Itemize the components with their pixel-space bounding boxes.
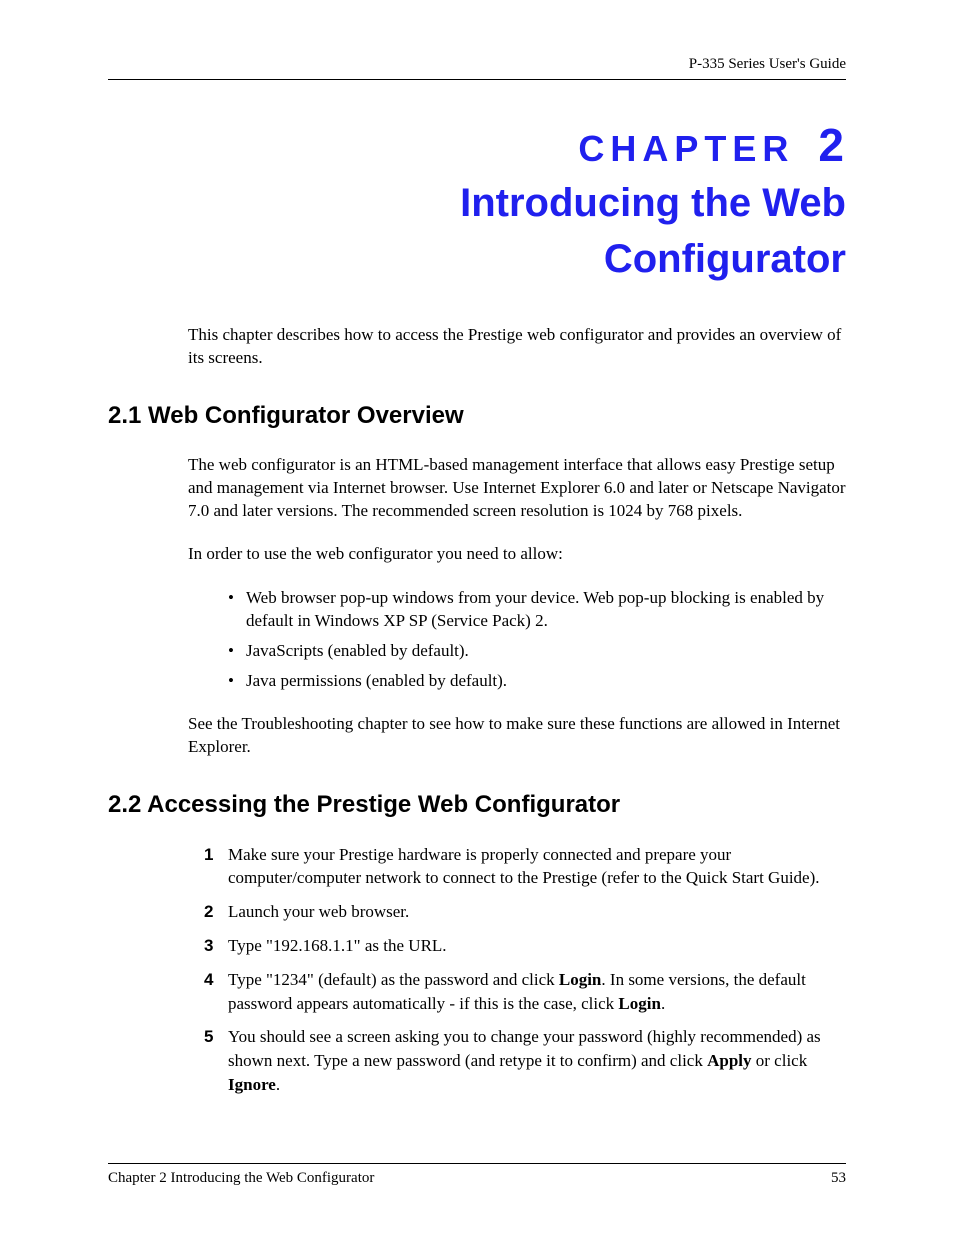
bold-ignore: Ignore	[228, 1075, 276, 1094]
section-2-2-steps: 1 Make sure your Prestige hardware is pr…	[204, 843, 846, 1097]
page-footer: Chapter 2 Introducing the Web Configurat…	[108, 1163, 846, 1187]
chapter-heading-block: CHAPTER 2 Introducing the Web Configurat…	[108, 118, 846, 284]
bold-apply: Apply	[707, 1051, 751, 1070]
page-header: P-335 Series User's Guide	[108, 56, 846, 80]
bold-login-2: Login	[618, 994, 661, 1013]
section-2-1-p1: The web configurator is an HTML-based ma…	[188, 454, 846, 523]
chapter-label: CHAPTER	[578, 128, 794, 169]
step-number: 1	[204, 843, 213, 867]
list-item: Java permissions (enabled by default).	[228, 669, 846, 693]
step-number: 2	[204, 900, 213, 924]
step-number: 5	[204, 1025, 213, 1049]
step-item: 2 Launch your web browser.	[204, 900, 846, 924]
step-text: Type "192.168.1.1" as the URL.	[228, 936, 447, 955]
step-text: or click	[752, 1051, 808, 1070]
footer-left: Chapter 2 Introducing the Web Configurat…	[108, 1170, 374, 1187]
chapter-intro: This chapter describes how to access the…	[188, 324, 846, 370]
step-text: Launch your web browser.	[228, 902, 409, 921]
step-item: 3 Type "192.168.1.1" as the URL.	[204, 934, 846, 958]
doc-title: P-335 Series User's Guide	[689, 56, 846, 72]
step-item: 5 You should see a screen asking you to …	[204, 1025, 846, 1096]
step-number: 3	[204, 934, 213, 958]
step-text: Type "1234" (default) as the password an…	[228, 970, 559, 989]
step-text: .	[661, 994, 665, 1013]
chapter-number: 2	[818, 119, 846, 171]
page-number: 53	[831, 1170, 846, 1187]
page-content: P-335 Series User's Guide CHAPTER 2 Intr…	[0, 0, 954, 1157]
chapter-title-line1: Introducing the Web	[188, 178, 846, 228]
section-2-1-bullets: Web browser pop-up windows from your dev…	[228, 586, 846, 693]
list-item: Web browser pop-up windows from your dev…	[228, 586, 846, 634]
step-number: 4	[204, 968, 213, 992]
step-text: Make sure your Prestige hardware is prop…	[228, 845, 820, 888]
section-2-2-heading: 2.2 Accessing the Prestige Web Configura…	[108, 791, 846, 819]
section-2-1-heading: 2.1 Web Configurator Overview	[108, 402, 846, 430]
chapter-label-row: CHAPTER 2	[188, 118, 846, 172]
chapter-title-line2: Configurator	[188, 234, 846, 284]
step-item: 1 Make sure your Prestige hardware is pr…	[204, 843, 846, 891]
step-item: 4 Type "1234" (default) as the password …	[204, 968, 846, 1016]
list-item: JavaScripts (enabled by default).	[228, 639, 846, 663]
bold-login-1: Login	[559, 970, 602, 989]
step-text: .	[276, 1075, 280, 1094]
section-2-1-p3: See the Troubleshooting chapter to see h…	[188, 713, 846, 759]
section-2-1-p2: In order to use the web configurator you…	[188, 543, 846, 566]
